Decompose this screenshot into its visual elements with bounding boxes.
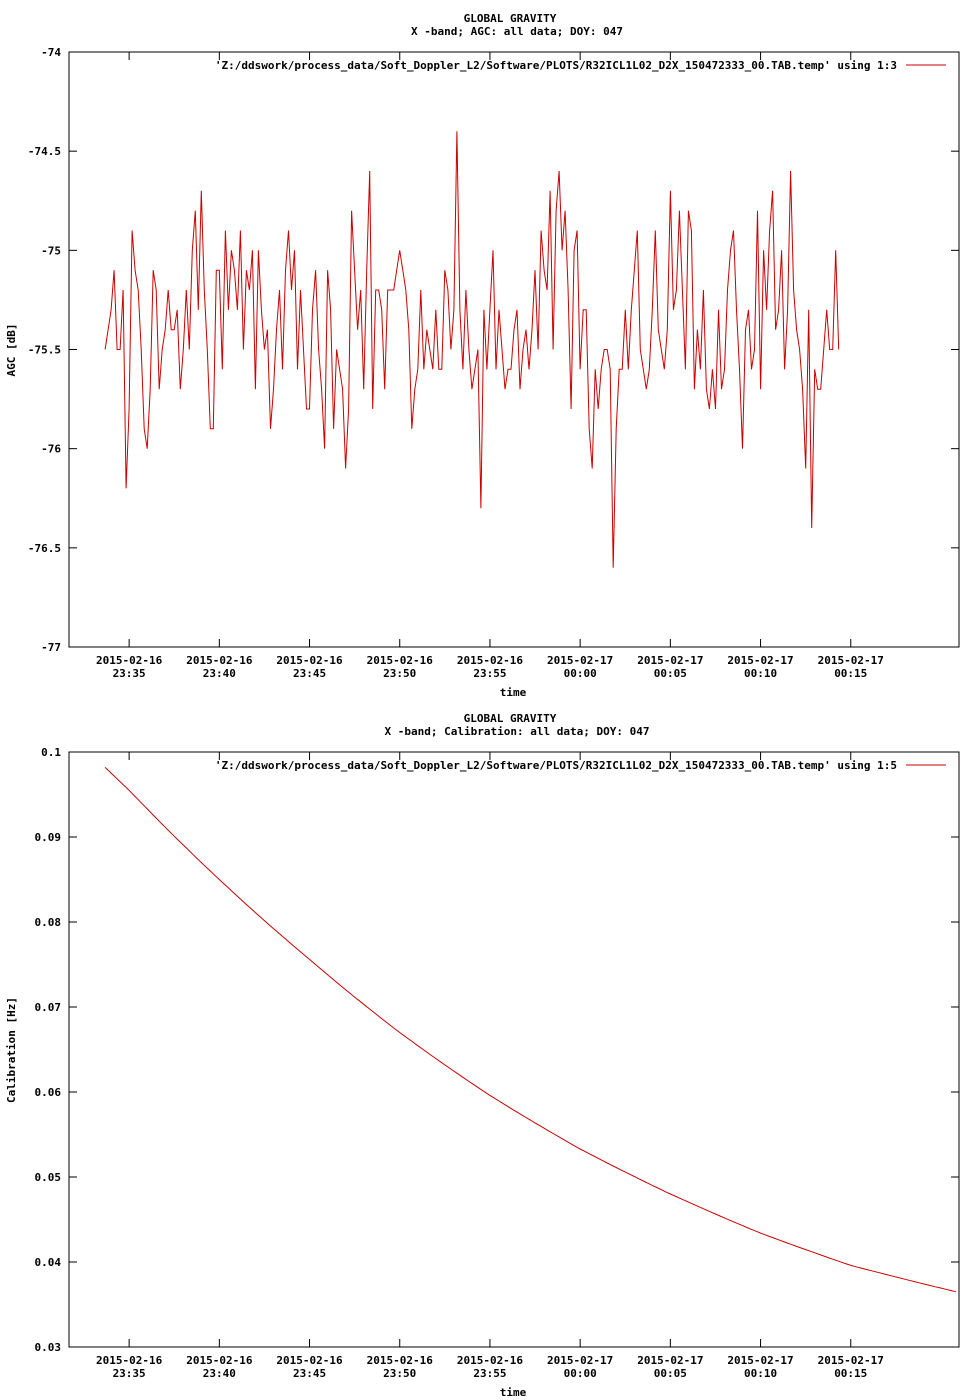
x-tick-time-label: 23:40 <box>203 1367 236 1380</box>
y-tick-label: 0.03 <box>35 1341 62 1354</box>
y-tick-label: -76.5 <box>28 542 61 555</box>
x-tick-time-label: 23:55 <box>473 667 506 680</box>
x-tick-date-label: 2015-02-17 <box>818 1354 884 1367</box>
x-tick-time-label: 00:10 <box>744 667 777 680</box>
x-tick-time-label: 23:55 <box>473 1367 506 1380</box>
y-tick-label: 0.08 <box>35 916 62 929</box>
x-tick-date-label: 2015-02-16 <box>367 1354 434 1367</box>
x-tick-date-label: 2015-02-17 <box>727 1354 793 1367</box>
legend-label: 'Z:/ddswork/process_data/Soft_Doppler_L2… <box>215 759 897 772</box>
x-tick-date-label: 2015-02-17 <box>637 1354 703 1367</box>
x-tick-date-label: 2015-02-16 <box>367 654 434 667</box>
x-tick-date-label: 2015-02-17 <box>727 654 793 667</box>
x-tick-date-label: 2015-02-16 <box>96 654 163 667</box>
x-tick-time-label: 00:15 <box>834 1367 867 1380</box>
x-tick-date-label: 2015-02-17 <box>818 654 884 667</box>
chart-subtitle: X -band; AGC: all data; DOY: 047 <box>411 25 623 38</box>
calibration-series-line <box>104 766 957 1293</box>
y-tick-label: -74.5 <box>28 145 61 158</box>
chart-subtitle: X -band; Calibration: all data; DOY: 047 <box>385 725 650 738</box>
chart-title: GLOBAL GRAVITY <box>464 12 557 25</box>
x-tick-date-label: 2015-02-17 <box>547 1354 613 1367</box>
x-tick-date-label: 2015-02-16 <box>276 654 343 667</box>
calibration-chart: GLOBAL GRAVITY X -band; Calibration: all… <box>5 712 960 1399</box>
agc-series-line <box>104 131 840 568</box>
x-axis-label: time <box>500 686 527 699</box>
x-tick-date-label: 2015-02-17 <box>637 654 703 667</box>
x-tick-time-label: 00:00 <box>564 1367 597 1380</box>
legend-label: 'Z:/ddswork/process_data/Soft_Doppler_L2… <box>215 59 897 72</box>
y-axis-ticks: -74 -74.5 -75 -75.5 -76 -76.5 -77 <box>28 46 959 654</box>
x-tick-time-label: 00:05 <box>654 1367 687 1380</box>
x-tick-date-label: 2015-02-16 <box>457 1354 524 1367</box>
x-tick-date-label: 2015-02-16 <box>276 1354 343 1367</box>
x-tick-time-label: 23:35 <box>113 667 146 680</box>
y-tick-label: 0.09 <box>35 831 62 844</box>
plot-frame <box>68 751 960 1348</box>
x-axis-ticks: 2015-02-1623:352015-02-1623:402015-02-16… <box>96 52 884 680</box>
y-tick-label: 0.05 <box>35 1171 62 1184</box>
plot-frame <box>68 51 960 648</box>
x-tick-time-label: 00:10 <box>744 1367 777 1380</box>
y-tick-label: 0.06 <box>35 1086 62 1099</box>
x-tick-time-label: 23:45 <box>293 667 326 680</box>
x-tick-date-label: 2015-02-16 <box>186 1354 253 1367</box>
y-tick-label: -74 <box>41 46 61 59</box>
x-tick-time-label: 23:50 <box>383 1367 416 1380</box>
x-tick-time-label: 00:05 <box>654 667 687 680</box>
y-axis-ticks: 0.1 0.09 0.08 0.07 0.06 0.05 0.04 0.03 <box>35 746 959 1354</box>
x-tick-time-label: 23:50 <box>383 667 416 680</box>
x-tick-date-label: 2015-02-16 <box>457 654 524 667</box>
x-tick-date-label: 2015-02-16 <box>186 654 253 667</box>
x-tick-time-label: 23:40 <box>203 667 236 680</box>
x-tick-time-label: 00:15 <box>834 667 867 680</box>
x-axis-ticks: 2015-02-1623:352015-02-1623:402015-02-16… <box>96 752 884 1380</box>
y-tick-label: -75.5 <box>28 344 61 357</box>
y-tick-label: 0.1 <box>41 746 61 759</box>
y-axis-label: AGC [dB] <box>5 324 18 377</box>
y-tick-label: -77 <box>41 641 61 654</box>
x-tick-date-label: 2015-02-16 <box>96 1354 163 1367</box>
y-tick-label: 0.04 <box>35 1256 62 1269</box>
x-tick-time-label: 23:45 <box>293 1367 326 1380</box>
y-tick-label: -75 <box>41 244 61 257</box>
x-axis-label: time <box>500 1386 527 1399</box>
y-tick-label: -76 <box>41 443 61 456</box>
y-axis-label: Calibration [Hz] <box>5 997 18 1103</box>
y-tick-label: 0.07 <box>35 1001 62 1014</box>
x-tick-time-label: 23:35 <box>113 1367 146 1380</box>
agc-chart: GLOBAL GRAVITY X -band; AGC: all data; D… <box>5 12 960 699</box>
x-tick-date-label: 2015-02-17 <box>547 654 613 667</box>
x-tick-time-label: 00:00 <box>564 667 597 680</box>
chart-title: GLOBAL GRAVITY <box>464 712 557 725</box>
